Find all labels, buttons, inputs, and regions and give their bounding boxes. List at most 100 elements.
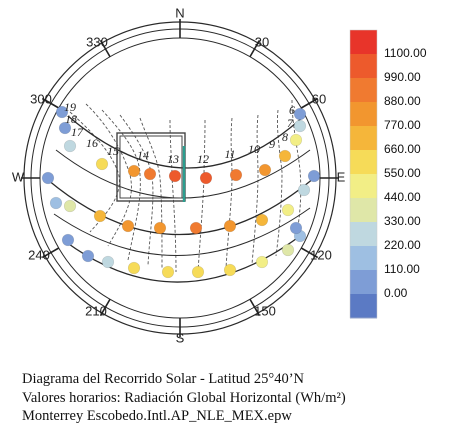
radiation-point-winter-h18 (61, 233, 75, 247)
legend-swatch (350, 174, 377, 199)
radiation-point-equinox-h13 (153, 221, 167, 235)
radiation-point-equinox-h11 (223, 219, 237, 233)
radiation-point-summer-h14 (143, 167, 157, 181)
compass-labels: N E S W 30 60 120 150 210 240 300 330 (12, 5, 346, 345)
radiation-point-summer-h10 (258, 163, 272, 177)
radiation-point-summer-h8 (289, 133, 303, 147)
analemma-9 (275, 109, 283, 257)
compass-tick (249, 298, 261, 317)
legend-swatch (350, 150, 377, 175)
hour-label: 10 (248, 142, 260, 156)
azimuth-label: 240 (28, 247, 50, 262)
radiation-point-winter-h12 (223, 263, 237, 277)
radiation-point-summer-h15 (127, 164, 141, 178)
legend-label: 440.00 (384, 190, 421, 204)
hour-label: 15 (107, 144, 119, 158)
legend-label: 1100.00 (384, 46, 427, 60)
caption-subtitle: Valores horarios: Radiación Global Horiz… (22, 389, 346, 406)
radiation-point-summer-h19 (55, 105, 69, 119)
compass-tick (300, 97, 319, 109)
hour-label: 11 (224, 147, 235, 161)
window-obstruction (116, 132, 186, 202)
radiation-point-summer-h13 (168, 169, 182, 183)
compass-tick (41, 97, 60, 109)
legend-label: 990.00 (384, 70, 421, 84)
analemma-13 (169, 119, 177, 273)
legend-swatch (350, 30, 377, 55)
radiation-points (41, 105, 321, 279)
hour-label: 14 (137, 148, 149, 162)
chart-caption: Diagrama del Recorrido Solar - Latitud 2… (22, 370, 346, 426)
radiation-point-summer-h9 (278, 149, 292, 163)
compass-tick (99, 298, 111, 317)
radiation-point-winter-h13 (191, 265, 205, 279)
legend-label: 220.00 (384, 238, 421, 252)
legend-label: 330.00 (384, 214, 421, 228)
cardinal-label: E (337, 169, 346, 184)
legend-swatch (350, 198, 377, 223)
radiation-point-winter-h10 (281, 243, 295, 257)
analemma-8 (291, 99, 302, 241)
radiation-point-winter-h15 (127, 261, 141, 275)
legend-swatch (350, 222, 377, 247)
radiation-point-equinox-h16 (63, 199, 77, 213)
hour-label: 18 (65, 112, 77, 126)
azimuth-label: 330 (86, 34, 108, 49)
hour-label: 6 (289, 103, 295, 117)
radiation-point-equinox-h10 (255, 213, 269, 227)
compass-tick (249, 39, 261, 58)
radiation-point-summer-h18 (58, 121, 72, 135)
hour-label: 13 (167, 152, 179, 166)
analemma-15 (119, 114, 154, 266)
radiation-point-winter-h17 (81, 249, 95, 263)
caption-title: Diagrama del Recorrido Solar - Latitud 2… (22, 371, 305, 387)
radiation-point-equinox-h15 (93, 209, 107, 223)
radiation-point-equinox-h17 (49, 196, 63, 210)
radiation-point-summer-h16 (95, 157, 109, 171)
hour-label: 16 (86, 136, 98, 150)
radiation-point-equinox-h18 (41, 171, 55, 185)
legend-swatch (350, 126, 377, 151)
mid-path-lower (53, 207, 311, 256)
radiation-point-equinox-h12 (189, 221, 203, 235)
radiation-point-winter-h8 (289, 221, 303, 235)
legend-label: 660.00 (384, 142, 421, 156)
radiation-point-equinox-h7 (307, 169, 321, 183)
legend-swatch (350, 294, 377, 319)
cardinal-label: N (175, 5, 184, 20)
azimuth-label: 210 (85, 303, 107, 318)
radiation-point-winter-h14 (161, 265, 175, 279)
legend-label: 770.00 (384, 118, 421, 132)
compass-tick (41, 247, 60, 259)
radiation-point-winter-h11 (255, 255, 269, 269)
azimuth-label: 300 (30, 91, 52, 106)
legend-swatch (350, 54, 377, 79)
azimuth-label: 150 (254, 303, 276, 318)
equinox-path (47, 177, 315, 236)
legend-swatch (350, 270, 377, 295)
analemma-11 (225, 117, 233, 269)
hour-label: 17 (71, 125, 84, 139)
legend-label: 550.00 (384, 166, 421, 180)
analemma-14 (139, 117, 163, 269)
azimuth-label: 120 (310, 247, 332, 262)
analemma-10 (251, 114, 259, 265)
cardinal-label: W (12, 169, 25, 184)
legend-swatch (350, 102, 377, 127)
window-inner-frame (119, 135, 183, 199)
azimuth-label: 60 (312, 91, 326, 106)
legend-label: 880.00 (384, 94, 421, 108)
azimuth-label: 30 (255, 34, 269, 49)
hour-label: 19 (64, 100, 76, 114)
cardinal-label: S (176, 330, 185, 345)
color-legend: 1100.00 990.00 880.00 770.00 660.00 550.00 440… (349, 29, 427, 319)
legend-border (349, 29, 378, 319)
legend-swatch (350, 78, 377, 103)
radiation-point-equinox-h9 (281, 203, 295, 217)
compass-tick (99, 39, 111, 58)
legend-label: 0.00 (384, 286, 408, 300)
radiation-point-summer-h6 (293, 107, 307, 121)
hour-label: 7 (287, 116, 294, 130)
